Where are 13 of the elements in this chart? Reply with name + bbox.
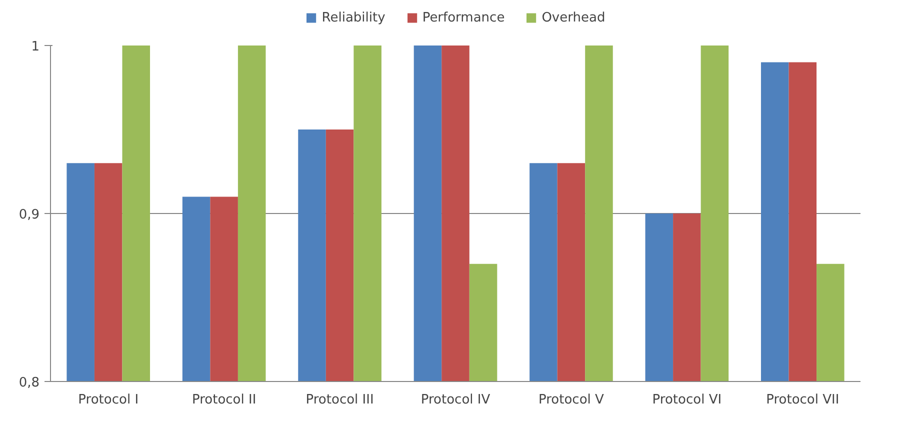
x-tick-label: Protocol V	[538, 392, 604, 408]
x-tick-label: Protocol II	[192, 392, 256, 408]
x-tick-label: Protocol VII	[766, 392, 840, 408]
y-tick-label: 1	[31, 40, 40, 54]
legend-label: Overhead	[542, 10, 606, 25]
y-tick-label: 0,9	[18, 208, 40, 222]
x-tick-label: Protocol I	[78, 392, 139, 408]
x-tick-label: Protocol III	[306, 392, 374, 408]
x-tick-label: Protocol IV	[420, 392, 490, 408]
legend-label: Reliability	[322, 10, 386, 25]
legend-label: Performance	[422, 10, 505, 25]
y-tick-label: 0,8	[18, 376, 40, 390]
x-tick-label: Protocol VI	[652, 392, 722, 408]
